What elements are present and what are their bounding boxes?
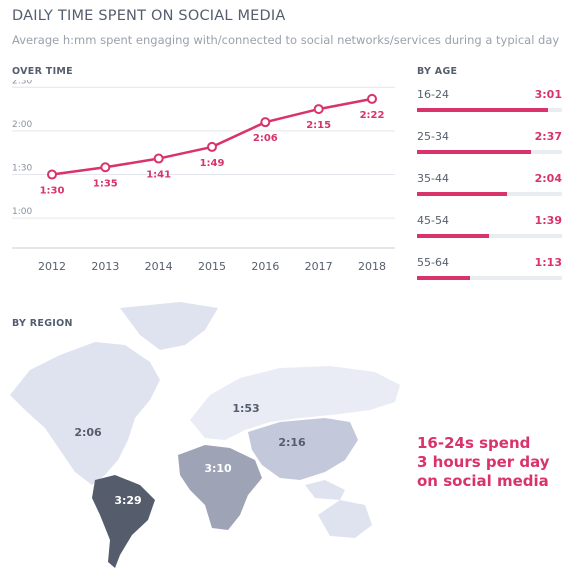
age-bar xyxy=(417,234,489,238)
data-point xyxy=(260,117,271,128)
age-category-label: 25-34 xyxy=(417,130,449,143)
age-bar-track xyxy=(417,276,562,280)
y-tick-label: 1:00 xyxy=(12,207,32,217)
by-age-heading: BY AGE xyxy=(417,66,458,77)
data-point xyxy=(47,169,57,180)
region-south-america xyxy=(92,475,155,568)
y-tick-label: 2:00 xyxy=(12,120,32,130)
age-value-label: 1:39 xyxy=(534,214,562,227)
age-bar-row: 45-54 1:39 xyxy=(417,214,562,250)
age-bar xyxy=(417,192,507,196)
data-point xyxy=(313,104,324,115)
data-label: 2:15 xyxy=(306,120,331,131)
x-tick-label: 2012 xyxy=(38,260,66,273)
age-category-label: 45-54 xyxy=(417,214,449,227)
region-north-america xyxy=(10,342,160,485)
highlight-callout: 16-24s spend 3 hours per day on social m… xyxy=(417,434,550,491)
greenland-shape xyxy=(120,302,218,350)
x-tick-label: 2017 xyxy=(305,260,333,273)
age-value-label: 1:13 xyxy=(534,256,562,269)
region-southeast-asia xyxy=(305,480,345,500)
page-subtitle: Average h:mm spent engaging with/connect… xyxy=(12,33,560,47)
by-region-heading: BY REGION xyxy=(12,318,73,329)
age-bar-track xyxy=(417,150,562,154)
y-tick-label: 1:30 xyxy=(12,164,32,174)
callout-line-3: on social media xyxy=(417,472,549,490)
age-category-label: 55-64 xyxy=(417,256,449,269)
x-tick-label: 2016 xyxy=(251,260,279,273)
age-value-label: 3:01 xyxy=(534,88,562,101)
age-bar-track xyxy=(417,234,562,238)
data-point xyxy=(367,93,377,104)
age-bar xyxy=(417,276,470,280)
age-bar-row: 55-64 1:13 xyxy=(417,256,562,292)
page-title: DAILY TIME SPENT ON SOCIAL MEDIA xyxy=(12,8,286,24)
region-europe xyxy=(190,366,400,440)
region-value-label: 2:16 xyxy=(278,436,306,449)
region-value-label: 1:53 xyxy=(232,402,259,415)
age-bar-row: 25-34 2:37 xyxy=(417,130,562,166)
x-tick-label: 2018 xyxy=(358,260,386,273)
age-value-label: 2:04 xyxy=(534,172,562,185)
age-category-label: 35-44 xyxy=(417,172,449,185)
region-value-label: 2:06 xyxy=(74,426,102,439)
x-tick-label: 2013 xyxy=(91,260,119,273)
data-point xyxy=(153,153,164,164)
region-value-label: 3:10 xyxy=(204,462,232,475)
data-point xyxy=(207,141,217,152)
age-bar-track xyxy=(417,108,562,112)
x-tick-label: 2015 xyxy=(198,260,226,273)
data-label: 2:22 xyxy=(360,110,385,121)
age-bar-row: 16-24 3:01 xyxy=(417,88,562,124)
age-bar-row: 35-44 2:04 xyxy=(417,172,562,208)
age-bar xyxy=(417,150,531,154)
region-asia xyxy=(248,418,358,480)
region-value-label: 3:29 xyxy=(114,494,141,507)
age-value-label: 2:37 xyxy=(534,130,562,143)
over-time-heading: OVER TIME xyxy=(12,66,73,77)
data-label: 1:49 xyxy=(200,158,225,169)
data-label: 1:35 xyxy=(93,178,118,189)
callout-line-1: 16-24s spend xyxy=(417,434,531,452)
data-label: 2:06 xyxy=(253,133,278,144)
data-point xyxy=(100,162,111,173)
over-time-line-chart: 1:00 1:30 2:00 2:30 2012 2013 2014 2015 2016 2017… xyxy=(12,80,395,273)
age-bar xyxy=(417,108,549,112)
data-label: 1:30 xyxy=(40,186,65,197)
age-category-label: 16-24 xyxy=(417,88,449,101)
region-oceania xyxy=(318,500,372,538)
y-tick-label: 2:30 xyxy=(12,80,32,86)
data-label: 1:41 xyxy=(146,170,171,181)
callout-line-2: 3 hours per day xyxy=(417,453,550,471)
by-region-map: 2:06 1:53 2:16 3:10 3:29 xyxy=(10,302,400,568)
region-africa xyxy=(178,445,262,530)
age-bar-track xyxy=(417,192,562,196)
x-tick-label: 2014 xyxy=(145,260,173,273)
